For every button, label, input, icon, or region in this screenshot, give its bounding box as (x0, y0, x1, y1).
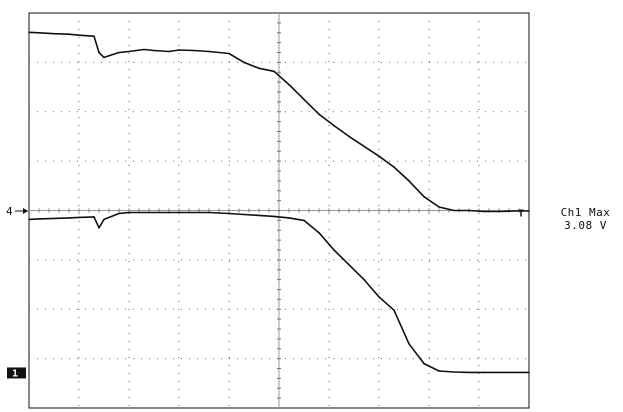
trace-point (128, 211, 130, 214)
trace-point (78, 34, 80, 36)
trace-point (363, 145, 365, 148)
trace-point (363, 278, 365, 281)
trace-point (208, 50, 210, 53)
trace-point (93, 216, 95, 218)
trace-point (378, 296, 380, 298)
trace-point (98, 51, 100, 54)
measurement-readout: Ch1 Max 3.08 V (548, 206, 623, 232)
trace-point (423, 362, 425, 365)
trace-point (498, 210, 500, 213)
trace-point (193, 211, 195, 214)
trigger-level-marker: T (518, 209, 524, 220)
trace-point (53, 217, 55, 220)
readout-value: 3.08 V (564, 219, 607, 232)
trace-point (438, 206, 440, 208)
channel-markers: 4 1 T (6, 205, 524, 379)
trace-point (393, 309, 395, 312)
trace-point (118, 212, 120, 215)
trace-point (318, 113, 320, 115)
trace-point (228, 212, 230, 215)
trace-point (468, 371, 470, 374)
trace-point (143, 48, 145, 51)
trace-point (98, 227, 100, 229)
trace-point (28, 218, 30, 221)
readout-label: Ch1 Max (560, 206, 611, 219)
trace-point (153, 211, 155, 214)
trace-point (128, 50, 130, 53)
trace-point (38, 218, 40, 220)
trace-point (453, 209, 455, 212)
trace-point (168, 50, 170, 53)
trace-point (288, 83, 290, 86)
trace-point (528, 210, 530, 212)
trace-point (193, 49, 195, 52)
trace-point (118, 51, 120, 54)
trace-point (38, 32, 40, 34)
trace-point (103, 218, 105, 221)
trace-point (288, 217, 290, 219)
trace-point (453, 371, 455, 373)
trace-point (483, 371, 485, 374)
trace-point (348, 135, 350, 138)
trace-point (273, 70, 275, 73)
waveform-traces (28, 31, 530, 374)
graticule-ticks (29, 13, 529, 408)
trace-point (208, 211, 210, 214)
ch4-ground-marker: 4 (6, 205, 13, 218)
trace-point (68, 33, 70, 35)
trace-point (303, 98, 305, 101)
trace-point (168, 211, 170, 214)
trace-point (333, 124, 335, 127)
trace-point (258, 214, 260, 217)
trace-point (103, 56, 105, 59)
trace-point (348, 264, 350, 266)
trace-point (303, 219, 305, 222)
trace-point (333, 249, 335, 251)
trace-point (468, 209, 470, 212)
trace-point (273, 215, 275, 218)
trace-point (243, 213, 245, 216)
trace-point (143, 211, 145, 214)
trace-point (28, 31, 30, 34)
trace-point (393, 166, 395, 168)
trace-point (408, 180, 410, 182)
trace-point (438, 370, 440, 372)
trace-point (178, 211, 180, 214)
trace-point (93, 35, 95, 37)
ch4-marker-arrowhead (23, 207, 28, 214)
trace-point (258, 67, 260, 70)
ch1-ground-marker: 1 (12, 368, 18, 379)
trace-point (423, 195, 425, 198)
trace-point (378, 155, 380, 157)
trace-point (53, 32, 55, 35)
trace-point (483, 210, 485, 213)
trace-point (153, 49, 155, 52)
trace-point (78, 216, 80, 219)
trace-point (68, 217, 70, 219)
trace-point (318, 231, 320, 234)
trace-point (513, 210, 515, 212)
trace-point (498, 371, 500, 374)
trace-point (513, 371, 515, 374)
trace-point (243, 61, 245, 64)
ch1-ground-marker-box (7, 367, 26, 379)
trace-point (528, 371, 530, 374)
trace-point (228, 52, 230, 55)
trace-point (408, 343, 410, 345)
trace-point (178, 49, 180, 51)
